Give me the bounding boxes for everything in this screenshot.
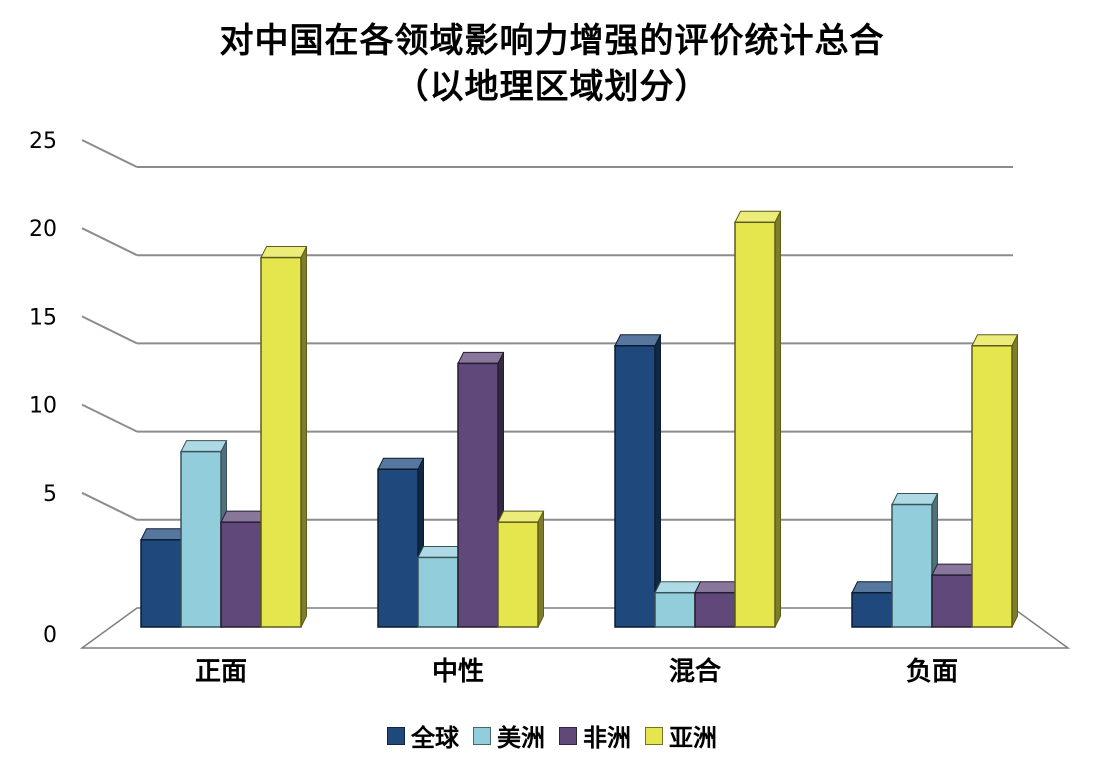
- bar-front: [654, 591, 696, 628]
- bar: [417, 545, 465, 628]
- bar-front: [734, 221, 776, 628]
- x-category-label: 正面: [195, 657, 247, 687]
- legend-item: 亚洲: [645, 718, 717, 753]
- bar-top: [931, 563, 979, 576]
- bar: [734, 210, 782, 628]
- bar-top: [220, 510, 268, 523]
- bar-top: [140, 528, 188, 541]
- gridline-side: [81, 139, 138, 168]
- bar: [140, 528, 188, 628]
- bar: [220, 510, 268, 628]
- bar: [497, 510, 545, 628]
- bar-top: [260, 246, 308, 259]
- bar-top: [180, 440, 228, 453]
- bar-front: [497, 521, 539, 628]
- legend: 全球 美洲 非洲 亚洲: [0, 718, 1104, 753]
- legend-label: 美洲: [497, 724, 545, 752]
- bar-front: [180, 450, 222, 628]
- bar: [891, 493, 939, 628]
- y-tick-label: 0: [43, 623, 57, 648]
- bar: [614, 334, 662, 628]
- bar-front: [971, 345, 1013, 628]
- bar-front: [851, 591, 893, 628]
- bar-top: [694, 581, 742, 594]
- legend-swatch: [559, 726, 577, 745]
- legend-label: 亚洲: [669, 724, 717, 752]
- y-tick-label: 5: [43, 482, 57, 507]
- x-category-label: 混合: [669, 656, 722, 687]
- legend-label: 非洲: [583, 724, 631, 752]
- bar: [180, 440, 228, 628]
- bar-front: [220, 521, 262, 628]
- chart-title-line-2: （以地理区域划分）: [394, 67, 710, 107]
- bar-front: [931, 574, 973, 628]
- bars-layer: [140, 210, 1019, 628]
- bar-top: [377, 457, 425, 470]
- bar-front: [417, 556, 459, 628]
- legend-swatch: [473, 726, 491, 745]
- bar-top: [654, 581, 702, 594]
- bar-front: [891, 503, 933, 628]
- bar: [654, 581, 702, 628]
- bar-front: [614, 345, 656, 628]
- bar-front: [694, 591, 736, 628]
- bar-top: [851, 581, 899, 594]
- bar-side: [774, 211, 781, 628]
- bar-front: [140, 539, 182, 628]
- chart-title: 对中国在各领域影响力增强的评价统计总合 （以地理区域划分）: [0, 18, 1104, 110]
- gridline-side: [81, 403, 138, 433]
- y-tick-label: 20: [29, 217, 57, 242]
- y-tick-label: 25: [29, 129, 57, 154]
- bar-front: [377, 468, 419, 628]
- bar-top: [891, 493, 939, 506]
- gridline-side: [81, 315, 138, 345]
- bar-side: [537, 510, 544, 628]
- x-category-label: 负面: [906, 657, 958, 687]
- bar: [260, 246, 308, 628]
- bar-top: [734, 210, 782, 223]
- bar-side: [1011, 334, 1018, 628]
- bar-side: [300, 246, 307, 628]
- gridline-side: [81, 491, 138, 521]
- bar-top: [614, 334, 662, 347]
- labels-layer: 0 5 10 15 20 25 正面 中性 混合 负面: [29, 129, 958, 687]
- legend-item: 非洲: [559, 718, 631, 753]
- chart-title-line-1: 对中国在各领域影响力增强的评价统计总合: [219, 21, 885, 61]
- bar: [971, 334, 1019, 628]
- bar-top: [971, 334, 1019, 347]
- gridline-side: [81, 227, 138, 257]
- bar: [694, 581, 742, 628]
- bar-top: [417, 545, 465, 558]
- legend-item: 美洲: [473, 718, 545, 753]
- bar: [851, 581, 899, 628]
- bar: [457, 351, 505, 628]
- legend-label: 全球: [411, 724, 459, 752]
- legend-item: 全球: [387, 718, 459, 753]
- legend-swatch: [387, 726, 405, 745]
- y-tick-label: 10: [29, 394, 57, 419]
- bar-front: [457, 362, 499, 628]
- bar: [931, 563, 979, 628]
- y-tick-label: 15: [29, 305, 57, 330]
- bar: [377, 457, 425, 628]
- legend-swatch: [645, 726, 663, 745]
- bar-top: [457, 351, 505, 364]
- x-category-label: 中性: [432, 657, 484, 687]
- bar-front: [260, 256, 302, 628]
- bar-top: [497, 510, 545, 523]
